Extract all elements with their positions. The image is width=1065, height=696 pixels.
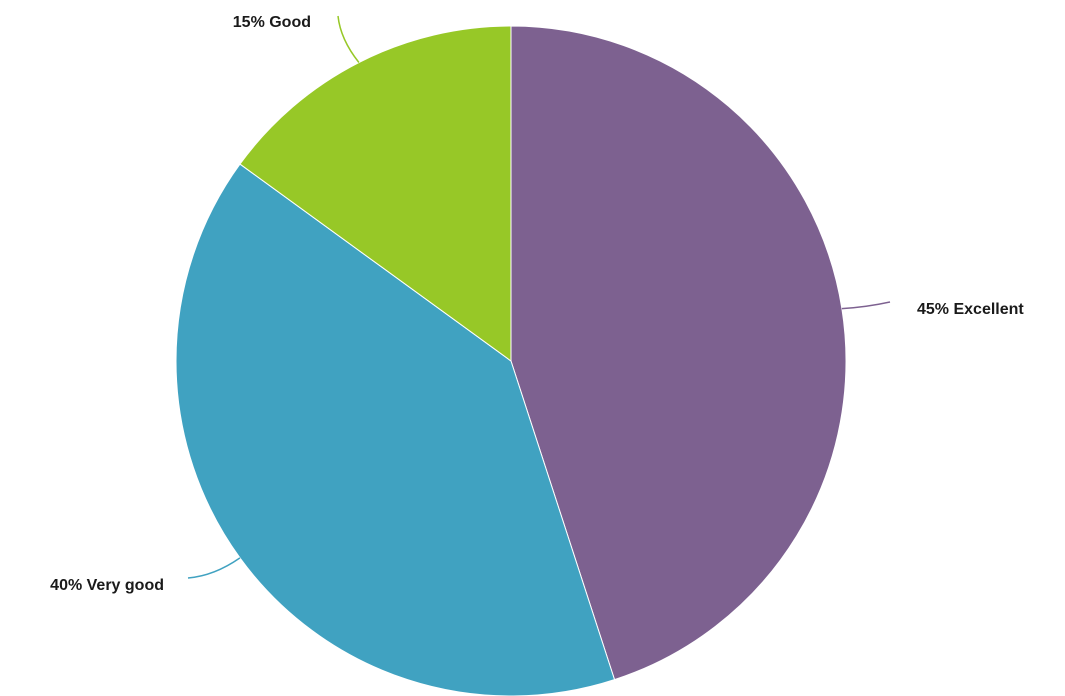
data-label-excellent: 45% Excellent xyxy=(917,301,1024,318)
leader-line-good xyxy=(337,15,360,63)
data-labels: 45% Excellent 40% Very good 15% Good xyxy=(50,14,1024,594)
pie-slice-good xyxy=(239,25,512,362)
pie-slice-excellent xyxy=(510,25,847,681)
data-label-good: 15% Good xyxy=(233,14,311,31)
leader-lines xyxy=(187,15,891,579)
pie-slices xyxy=(175,25,847,696)
leader-line-very-good xyxy=(187,557,241,579)
data-label-very-good: 40% Very good xyxy=(50,577,164,594)
leader-line-excellent xyxy=(841,301,891,310)
